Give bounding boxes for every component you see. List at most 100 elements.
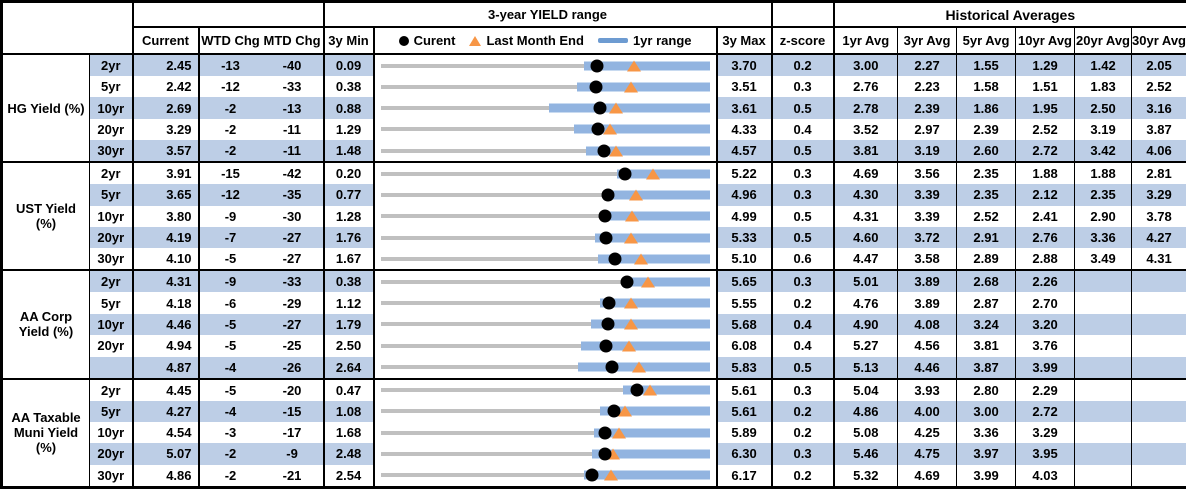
z-score-cell: 0.4 <box>772 119 834 140</box>
one-year-range-bar <box>584 471 710 480</box>
wtd-chg-cell: -2 <box>199 97 262 118</box>
current-value-cell: 3.80 <box>133 206 199 227</box>
avg-cell: 2.72 <box>1016 140 1075 162</box>
z-score-cell: 0.5 <box>772 227 834 248</box>
avg-cell: 3.36 <box>957 422 1016 443</box>
z-score-cell: 0.3 <box>772 443 834 464</box>
avg-cell: 3.36 <box>1075 227 1132 248</box>
range-plot <box>381 401 712 422</box>
avg-cell: 1.29 <box>1016 54 1075 76</box>
section-label: AA Taxable Muni Yield (%) <box>2 379 90 488</box>
avg-cell: 3.99 <box>957 465 1016 488</box>
legend-last-month-end: Last Month End <box>469 33 584 48</box>
avg-cell: 2.26 <box>1016 270 1075 292</box>
avg-cell: 5.08 <box>834 422 898 443</box>
min-3y-header: 3y Min <box>324 27 374 54</box>
avg-cell: 3.99 <box>1016 357 1075 379</box>
tenor-cell: 20yr <box>90 119 133 140</box>
range-plot <box>381 76 712 97</box>
avg-cell: 3.72 <box>898 227 957 248</box>
last-month-end-marker <box>643 385 657 396</box>
avg-cell: 2.76 <box>1016 227 1075 248</box>
avg-cell: 3.58 <box>898 248 957 270</box>
tenor-cell: 5yr <box>90 292 133 313</box>
one-year-range-bar <box>622 277 709 286</box>
mtd-chg-cell: -27 <box>262 227 324 248</box>
last-month-end-marker <box>604 470 618 481</box>
avg-cell: 4.90 <box>834 314 898 335</box>
wtd-chg-cell: -13 <box>199 54 262 76</box>
mtd-chg-cell: -21 <box>262 465 324 488</box>
avg-header-3yr: 3yr Avg <box>898 27 957 54</box>
last-month-end-marker <box>632 362 646 373</box>
avg-cell: 4.47 <box>834 248 898 270</box>
avg-cell: 3.49 <box>1075 248 1132 270</box>
last-month-end-marker <box>641 276 655 287</box>
avg-cell: 4.86 <box>834 401 898 422</box>
avg-cell <box>1075 422 1132 443</box>
current-marker <box>586 469 599 482</box>
current-value-cell: 3.91 <box>133 162 199 184</box>
last-month-end-marker <box>609 145 623 156</box>
min-3y-cell: 0.88 <box>324 97 374 118</box>
mtd-chg-cell: -11 <box>262 140 324 162</box>
avg-cell: 3.19 <box>1075 119 1132 140</box>
avg-cell: 2.29 <box>1016 379 1075 401</box>
wtd-chg-cell: -4 <box>199 357 262 379</box>
current-value-cell: 4.27 <box>133 401 199 422</box>
z-score-cell: 0.5 <box>772 97 834 118</box>
z-score-cell: 0.5 <box>772 140 834 162</box>
last-month-end-marker <box>625 211 639 222</box>
current-value-cell: 3.65 <box>133 184 199 205</box>
avg-cell <box>1075 292 1132 313</box>
range-plot <box>381 163 712 184</box>
current-value-cell: 2.42 <box>133 76 199 97</box>
z-score-cell: 0.2 <box>772 465 834 488</box>
min-3y-cell: 2.50 <box>324 335 374 356</box>
current-marker <box>590 59 603 72</box>
avg-header-10yr: 10yr Avg <box>1016 27 1075 54</box>
range-plot <box>381 465 712 486</box>
z-score-header: z-score <box>772 27 834 54</box>
section-label: AA Corp Yield (%) <box>2 270 90 378</box>
current-value-cell: 4.94 <box>133 335 199 356</box>
range-plot <box>381 98 712 119</box>
avg-header-30yr: 30yr Avg <box>1132 27 1186 54</box>
legend-current-label: Curent <box>414 33 456 48</box>
current-value-cell: 5.07 <box>133 443 199 464</box>
max-3y-cell: 6.30 <box>717 443 772 464</box>
current-value-cell: 4.19 <box>133 227 199 248</box>
current-value-cell: 4.10 <box>133 248 199 270</box>
range-plot <box>381 314 712 335</box>
range-plot <box>381 380 712 401</box>
avg-header-20yr: 20yr Avg <box>1075 27 1132 54</box>
range-chart-cell <box>374 292 717 313</box>
range-plot <box>381 140 712 161</box>
avg-cell: 4.00 <box>898 401 957 422</box>
tenor-cell: 30yr <box>90 465 133 488</box>
avg-cell: 1.42 <box>1075 54 1132 76</box>
range-chart-cell <box>374 119 717 140</box>
min-3y-cell: 2.54 <box>324 465 374 488</box>
avg-cell: 4.31 <box>1132 248 1186 270</box>
wtd-chg-cell: -3 <box>199 422 262 443</box>
wtd-chg-header: WTD Chg <box>199 27 262 54</box>
mtd-chg-cell: -33 <box>262 76 324 97</box>
tenor-cell: 10yr <box>90 422 133 443</box>
current-marker <box>600 339 613 352</box>
range-plot <box>381 184 712 205</box>
avg-cell <box>1132 314 1186 335</box>
mtd-chg-cell: -11 <box>262 119 324 140</box>
range-chart-cell <box>374 227 717 248</box>
avg-cell: 3.39 <box>898 184 957 205</box>
avg-cell <box>1132 401 1186 422</box>
min-3y-cell: 1.12 <box>324 292 374 313</box>
avg-cell: 2.27 <box>898 54 957 76</box>
avg-cell: 4.60 <box>834 227 898 248</box>
avg-cell: 2.70 <box>1016 292 1075 313</box>
